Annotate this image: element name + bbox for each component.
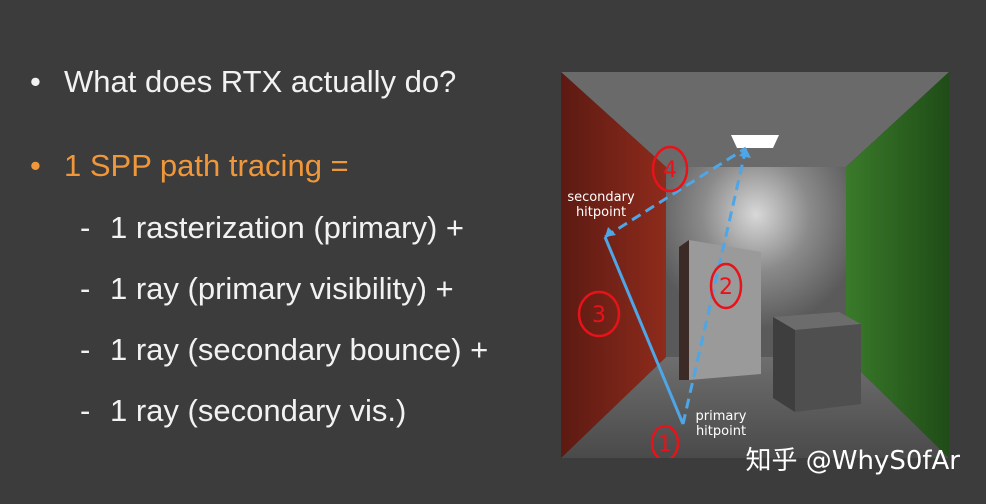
label-line: hitpoint: [695, 424, 747, 439]
right-wall: [846, 72, 949, 458]
annotation-number-4: 4: [663, 158, 677, 183]
sub-dash: -: [80, 393, 91, 428]
tall-block-front: [689, 240, 761, 380]
sub-dash: -: [80, 210, 91, 245]
bullet-dot: •: [30, 148, 41, 183]
annotation-number-1: 1: [658, 432, 672, 457]
arrowhead-secondary: [605, 227, 616, 237]
annotation-circle-3: [577, 290, 621, 338]
label-secondary-hitpoint: secondary hitpoint: [565, 190, 637, 220]
short-box-front: [795, 324, 861, 412]
ceiling: [561, 72, 949, 167]
sub-item-secondary-vis: -1 ray (secondary vis.): [80, 393, 406, 429]
sub-item-primary-visibility: -1 ray (primary visibility) +: [80, 271, 454, 307]
short-box-top: [773, 312, 861, 330]
annotation-number-3: 3: [592, 303, 606, 328]
label-line: primary: [695, 409, 747, 424]
left-wall: [561, 72, 666, 458]
area-light: [731, 135, 779, 148]
annotation-number-2: 2: [719, 275, 733, 300]
label-primary-hitpoint: primary hitpoint: [685, 409, 757, 439]
tall-block-side: [679, 240, 689, 380]
sub-item-secondary-bounce: -1 ray (secondary bounce) +: [80, 332, 488, 368]
label-line: secondary: [567, 190, 635, 205]
cornell-box-figure: 1 2 3 4 secondary hitpoint primary hitpo…: [561, 72, 949, 462]
sub-dash: -: [80, 271, 91, 306]
bullet-dot: •: [30, 64, 41, 99]
short-box-side: [773, 317, 795, 412]
ray-secondary-bounce: [603, 236, 685, 425]
annotation-circle-2: [709, 262, 743, 310]
sub-item-rasterization: -1 rasterization (primary) +: [80, 210, 464, 246]
label-line: hitpoint: [575, 205, 627, 220]
sub-text: 1 ray (secondary bounce) +: [110, 332, 489, 367]
sub-text: 1 ray (secondary vis.): [110, 393, 407, 428]
bullet-text: 1 SPP path tracing =: [64, 148, 349, 183]
watermark: 知乎 @WhyS0fAr: [745, 446, 960, 476]
sub-dash: -: [80, 332, 91, 367]
arrowhead-light: [739, 148, 751, 158]
bullet-text: What does RTX actually do?: [64, 64, 457, 99]
sub-text: 1 rasterization (primary) +: [110, 210, 465, 245]
bullet-path-tracing: • 1 SPP path tracing =: [30, 148, 349, 184]
ray-secondary-visibility: [604, 146, 747, 239]
bullet-question: • What does RTX actually do?: [30, 64, 456, 100]
annotation-circle-4: [651, 145, 689, 193]
cornell-box-image: 1 2 3 4: [561, 72, 949, 462]
sub-text: 1 ray (primary visibility) +: [110, 271, 454, 306]
